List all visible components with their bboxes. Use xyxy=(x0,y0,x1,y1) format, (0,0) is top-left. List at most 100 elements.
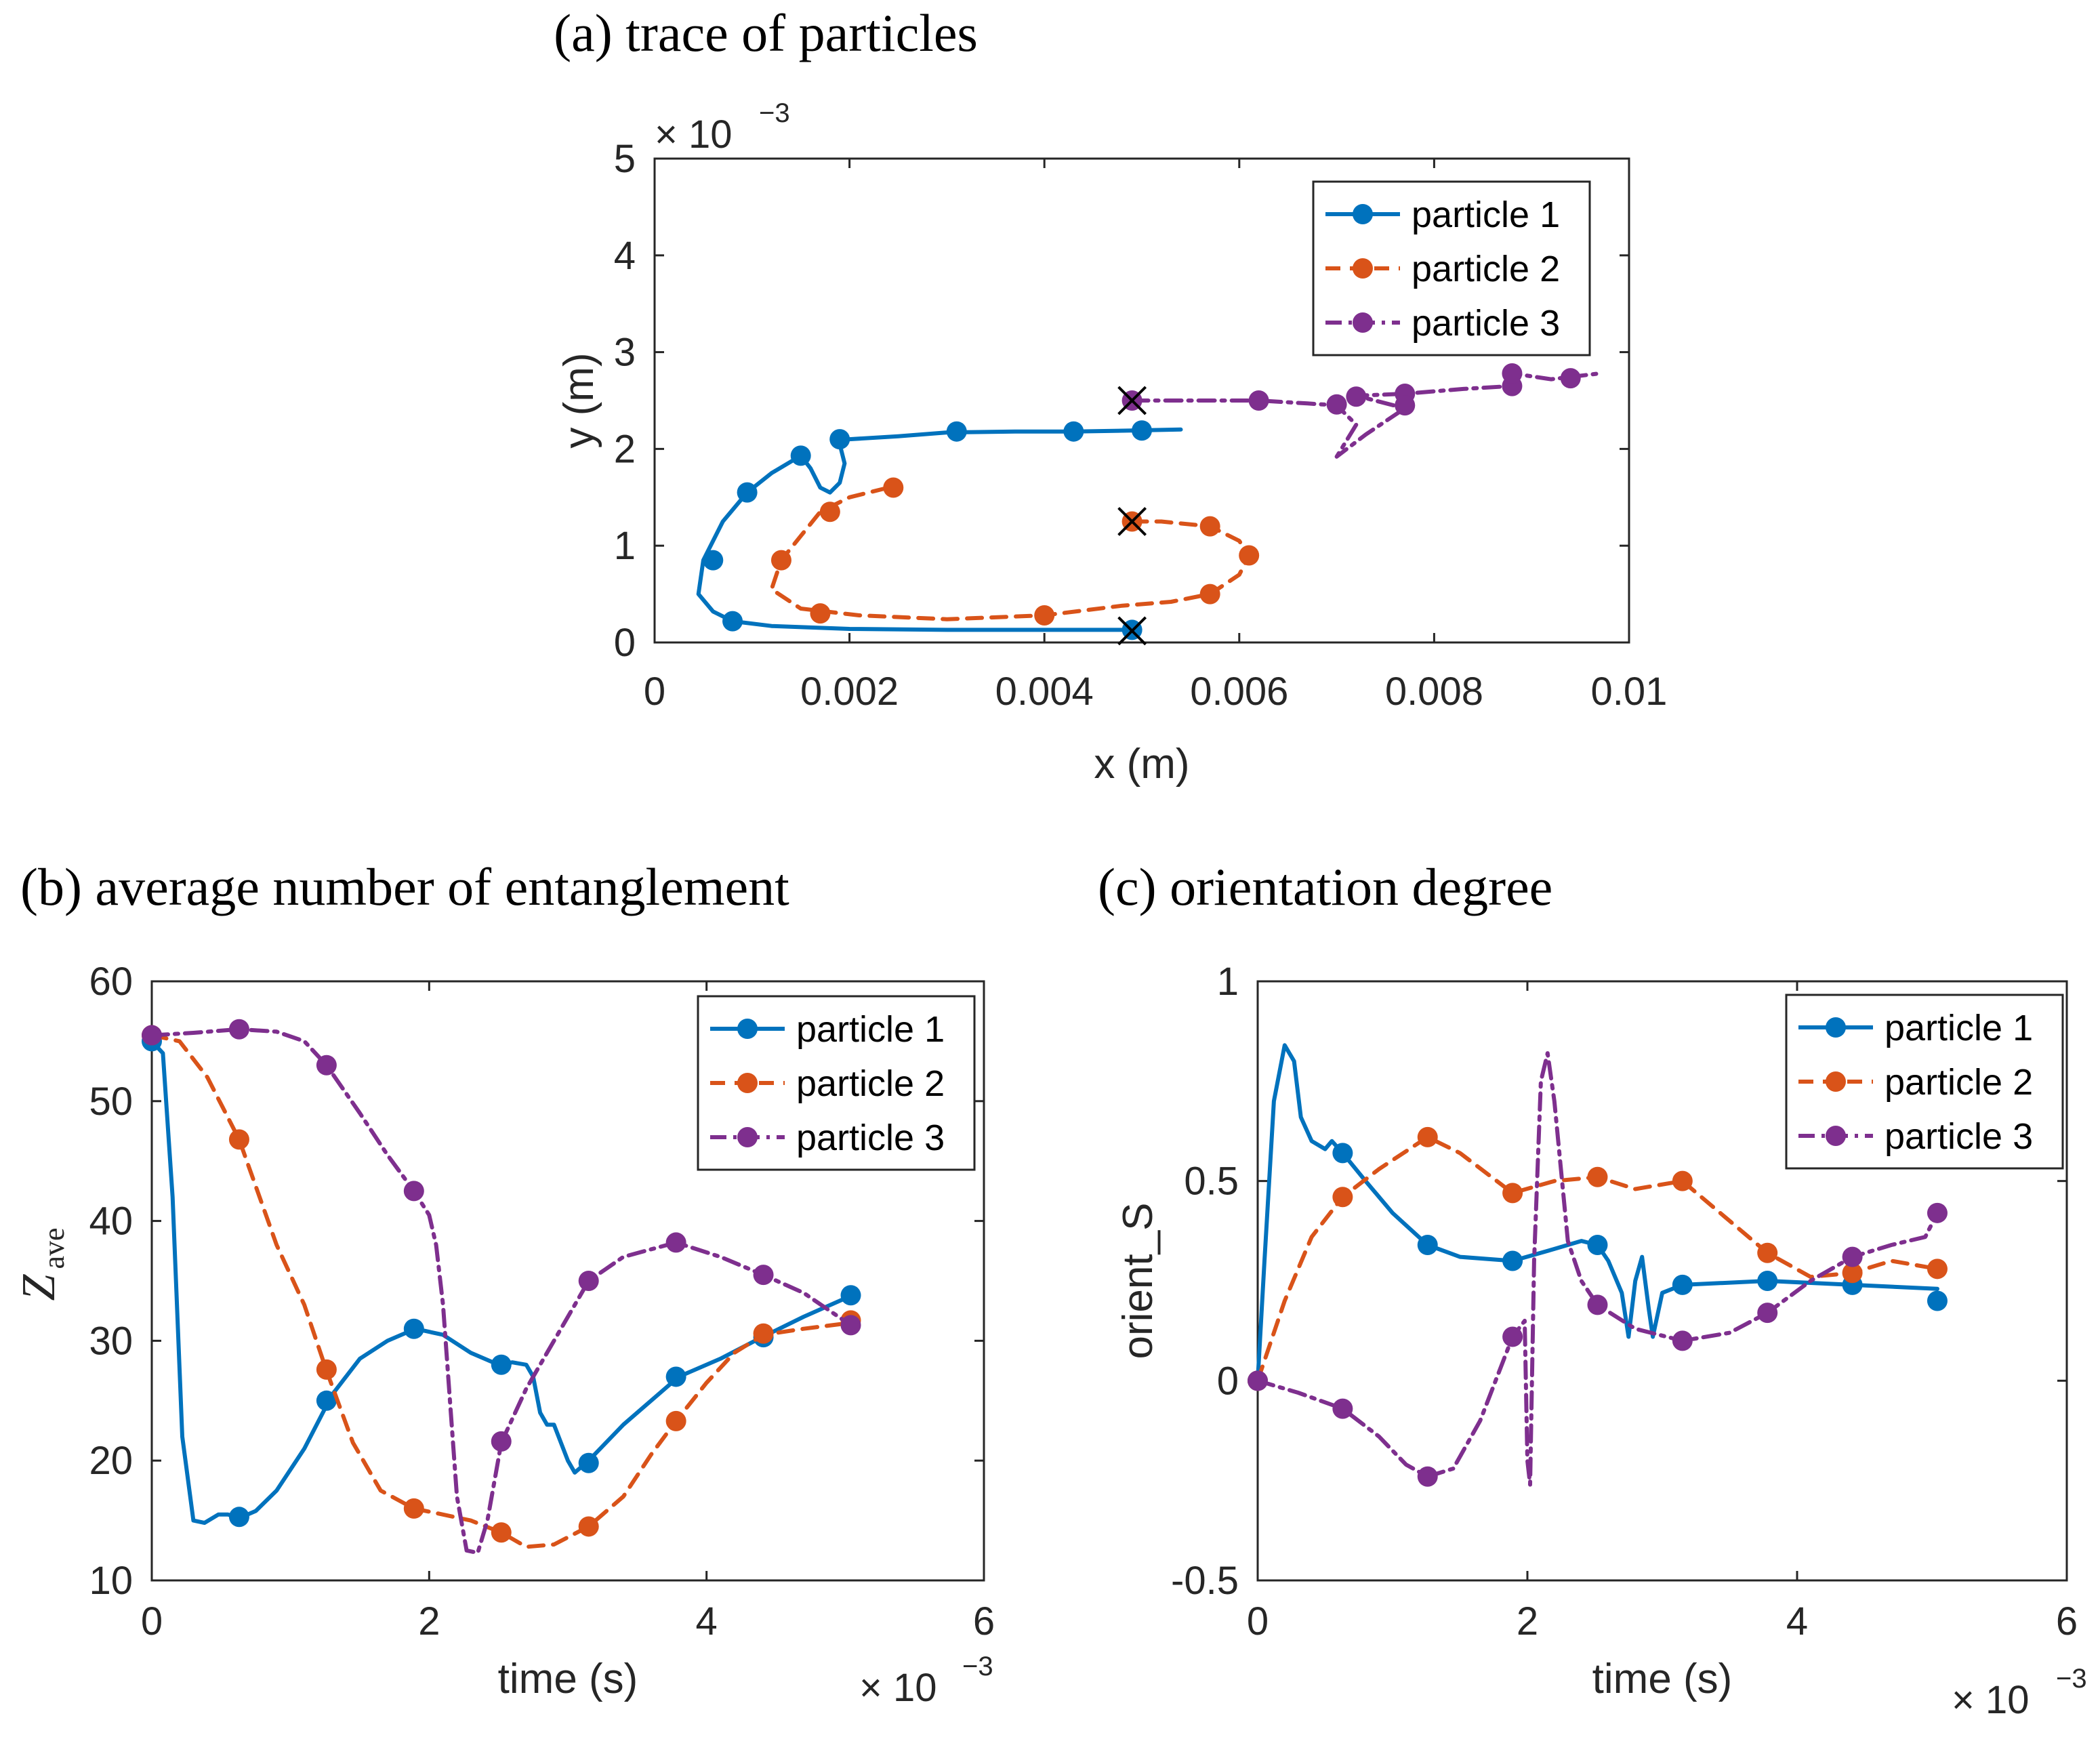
x-tick-label: 0.01 xyxy=(1591,670,1668,714)
legend-swatch-marker xyxy=(737,1019,758,1039)
y-tick-label: 20 xyxy=(89,1439,133,1483)
x-tick-label: 6 xyxy=(2056,1599,2078,1643)
data-point xyxy=(1346,386,1367,407)
data-point xyxy=(829,429,850,450)
y-tick-label: 60 xyxy=(89,960,133,1004)
data-point xyxy=(1034,605,1055,626)
data-point xyxy=(1587,1166,1608,1187)
data-point xyxy=(737,482,758,503)
legend-label: particle 1 xyxy=(1412,195,1560,235)
legend-item-1: particle 1 xyxy=(1325,195,1560,235)
data-point xyxy=(1332,1398,1353,1419)
panel-c-plot-area xyxy=(1256,980,2068,1582)
panel-b-ylabel-sub: ave xyxy=(37,1227,70,1269)
data-point xyxy=(142,1025,162,1046)
y-tick-label: 1 xyxy=(614,524,636,568)
data-point xyxy=(1842,1246,1863,1267)
y-tick-label: 4 xyxy=(614,234,636,278)
data-point xyxy=(1239,545,1260,566)
data-point xyxy=(810,603,831,624)
y-tick-label: 50 xyxy=(89,1080,133,1124)
start-marker xyxy=(1117,507,1147,536)
data-point xyxy=(228,1019,249,1040)
panel-a-legend: particle 1 particle 2 particle 3 xyxy=(1312,180,1591,356)
data-point xyxy=(316,1359,337,1380)
data-point xyxy=(578,1271,599,1291)
x-tick-label: 4 xyxy=(696,1599,718,1643)
series-line-1 xyxy=(150,1039,855,1526)
y-tick-label: 30 xyxy=(89,1319,133,1363)
legend-label: particle 2 xyxy=(1885,1062,2033,1103)
data-point xyxy=(491,1354,512,1375)
panel-a-y-exponent-power: −3 xyxy=(759,98,790,128)
panel-a-title: (a) trace of particles xyxy=(554,3,978,62)
x-tick-label: 2 xyxy=(1517,1599,1538,1643)
panel-a-trace-of-particles: (a) trace of particles 0 0.002 0.004 0.006 0… xyxy=(554,3,1667,787)
panel-c-x-exponent-power: −3 xyxy=(2056,1664,2087,1694)
data-point xyxy=(753,1323,774,1344)
data-point xyxy=(228,1507,249,1528)
x-tick-label: 6 xyxy=(973,1599,995,1643)
panel-a-y-exponent: × 10 −3 xyxy=(655,98,790,157)
legend-label: particle 3 xyxy=(1885,1116,2033,1157)
x-tick-label: 0 xyxy=(644,670,665,714)
legend-label: particle 2 xyxy=(1412,249,1560,289)
data-point xyxy=(491,1431,512,1452)
x-tick-label: 0 xyxy=(141,1599,163,1643)
panel-c-title: (c) orientation degree xyxy=(1098,857,1552,916)
data-point xyxy=(403,1498,424,1519)
legend-label: particle 1 xyxy=(1885,1008,2033,1048)
data-point xyxy=(1417,1466,1438,1487)
series-line-1 xyxy=(1256,1043,1939,1383)
data-point xyxy=(1927,1290,1948,1311)
data-point xyxy=(1672,1170,1693,1191)
legend-item-1: particle 1 xyxy=(710,1009,945,1050)
x-tick-label: 0.008 xyxy=(1385,670,1483,714)
data-point xyxy=(1757,1303,1778,1324)
legend-label: particle 3 xyxy=(796,1118,945,1158)
panel-a-y-exponent-base: × 10 xyxy=(655,112,733,157)
data-point xyxy=(770,550,791,571)
panel-b-ticks: 0 2 4 6 10 20 30 40 50 60 xyxy=(89,960,995,1643)
data-point xyxy=(1757,1242,1778,1263)
legend-item-3: particle 3 xyxy=(1798,1116,2033,1157)
x-tick-label: 0 xyxy=(1247,1599,1269,1643)
data-point xyxy=(491,1522,512,1543)
legend-swatch-marker xyxy=(1353,204,1373,224)
data-point xyxy=(819,502,840,523)
panel-c-series xyxy=(1248,1043,1948,1487)
data-point xyxy=(1502,1183,1523,1204)
data-point xyxy=(1587,1234,1608,1255)
x-tick-label: 4 xyxy=(1786,1599,1808,1643)
legend-swatch-marker xyxy=(1826,1017,1846,1038)
data-point xyxy=(578,1516,599,1537)
data-point xyxy=(790,445,811,466)
data-point xyxy=(1672,1330,1693,1351)
panel-b-series xyxy=(142,1019,861,1555)
legend-item-2: particle 2 xyxy=(710,1063,945,1104)
start-marker xyxy=(1117,616,1147,646)
data-point xyxy=(665,1232,686,1253)
y-tick-label: 2 xyxy=(614,427,636,471)
y-tick-label: 10 xyxy=(89,1559,133,1603)
data-point xyxy=(1199,584,1220,605)
panel-c-ticks: 0 2 4 6-0.500.51 xyxy=(1171,960,2078,1643)
data-point xyxy=(1248,1370,1268,1391)
legend-item-2: particle 2 xyxy=(1798,1062,2033,1103)
panel-c-orientation: (c) orientation degree 0 2 4 6-0.500.51 tim… xyxy=(1098,857,2087,1722)
data-point xyxy=(753,1265,774,1286)
data-point xyxy=(840,1315,861,1336)
panel-c-x-exponent: × 10 −3 xyxy=(1952,1664,2087,1722)
panel-b-x-exponent-power: −3 xyxy=(962,1652,993,1681)
data-point xyxy=(1417,1126,1438,1147)
panel-b-ylabel-main: Z xyxy=(13,1273,65,1301)
data-point xyxy=(1587,1294,1608,1315)
legend-swatch-marker xyxy=(1353,312,1373,333)
panel-c-x-exponent-base: × 10 xyxy=(1952,1678,2030,1722)
legend-swatch-marker xyxy=(1353,258,1373,279)
panel-a-ticks: 0 0.002 0.004 0.006 0.008 0.01 0 1 2 3 4 5 xyxy=(614,137,1668,714)
legend-swatch-marker xyxy=(737,1127,758,1147)
data-point xyxy=(946,421,967,442)
y-tick-label: 40 xyxy=(89,1200,133,1244)
